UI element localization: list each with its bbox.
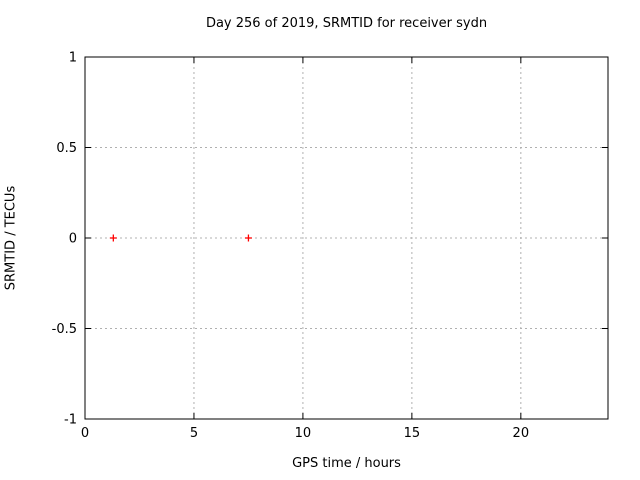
x-tick-label: 10 [295, 426, 312, 441]
y-tick-label: 0 [69, 232, 77, 247]
y-tick-label: 0.5 [56, 141, 77, 156]
x-tick-label: 0 [81, 426, 89, 441]
chart-title: Day 256 of 2019, SRMTID for receiver syd… [205, 16, 488, 31]
x-tick-label: 5 [190, 426, 198, 441]
x-tick-label: 15 [404, 426, 421, 441]
y-tick-label: -0.5 [52, 322, 77, 337]
y-tick-label: -1 [64, 413, 77, 428]
x-tick-label: 20 [513, 426, 530, 441]
x-axis-label: GPS time / hours [292, 456, 401, 471]
y-tick-label: 1 [69, 51, 77, 66]
